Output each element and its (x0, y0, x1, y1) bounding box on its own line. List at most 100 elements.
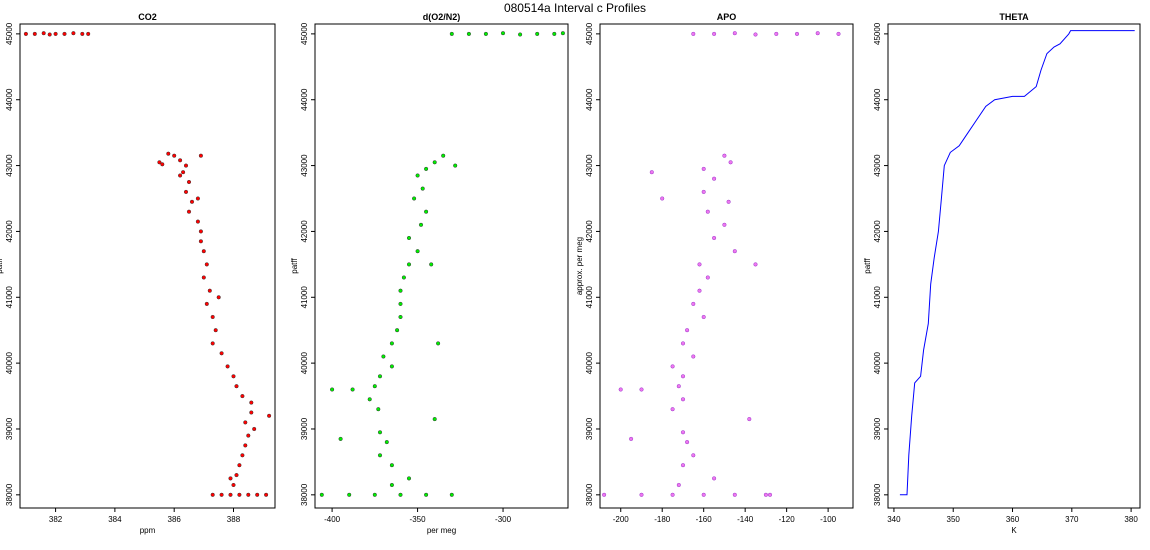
y-tick-label: 42000 (873, 220, 882, 243)
y-tick-label: 42000 (300, 220, 309, 243)
data-point (240, 453, 245, 458)
data-point (697, 288, 702, 293)
data-point (32, 31, 37, 36)
data-point (466, 31, 471, 36)
y-tick-label: 43000 (873, 154, 882, 177)
data-point (680, 430, 686, 435)
data-point (691, 354, 696, 359)
y-tick-label: 38000 (300, 483, 309, 506)
series-line (899, 30, 1135, 496)
data-point (172, 153, 177, 158)
data-point (774, 31, 779, 36)
x-tick-label: -160 (696, 515, 713, 524)
data-point (210, 341, 215, 346)
plot-frame (599, 23, 854, 509)
data-point (201, 275, 206, 280)
y-axis-label: patff (863, 258, 872, 274)
y-tick-label: 44000 (5, 88, 14, 111)
data-point (201, 249, 206, 254)
data-point (246, 492, 251, 497)
y-tick-label: 38000 (873, 483, 882, 506)
data-point (377, 374, 383, 379)
y-tick-label: 39000 (5, 417, 14, 440)
data-point (732, 492, 737, 497)
data-point (602, 492, 607, 497)
data-point (350, 387, 355, 392)
data-point (389, 341, 394, 346)
data-point (377, 453, 383, 458)
y-tick-label: 41000 (585, 286, 594, 309)
y-tick-label: 38000 (5, 483, 14, 506)
data-point (763, 492, 768, 497)
data-point (267, 413, 272, 418)
data-point (237, 492, 242, 497)
y-tick-label: 45000 (5, 22, 14, 45)
data-point (186, 209, 192, 214)
data-point (732, 249, 737, 254)
x-tick-label: -400 (324, 515, 341, 524)
data-point (252, 426, 257, 432)
plot-frame (19, 23, 276, 509)
y-tick-label: 40000 (5, 351, 14, 374)
data-point (747, 417, 752, 422)
data-point (420, 186, 425, 191)
y-tick-label: 39000 (873, 417, 882, 440)
data-point (649, 170, 654, 175)
data-point (680, 374, 686, 379)
y-tick-label: 43000 (5, 154, 14, 177)
y-tick-label: 41000 (5, 286, 14, 309)
x-tick-label: -140 (737, 515, 754, 524)
data-point (660, 196, 665, 201)
data-point (449, 31, 454, 36)
data-point (86, 31, 91, 36)
data-point (406, 476, 412, 481)
data-point (680, 463, 686, 468)
data-point (389, 463, 394, 468)
data-point (722, 222, 727, 227)
data-point (398, 492, 403, 497)
data-point (243, 443, 248, 448)
data-point (178, 173, 183, 178)
data-point (712, 476, 717, 481)
data-point (701, 189, 706, 194)
data-point (836, 31, 841, 36)
data-point (398, 314, 403, 320)
data-point (639, 492, 644, 497)
data-point (441, 153, 446, 158)
data-point (753, 32, 758, 37)
x-axis-label: ppm (140, 526, 156, 535)
data-point (685, 328, 690, 333)
data-point (415, 173, 420, 178)
data-point (670, 364, 675, 369)
y-tick-label: 40000 (873, 351, 882, 374)
data-point (691, 453, 696, 458)
data-point (219, 492, 224, 497)
data-point (618, 387, 623, 392)
y-tick-label: 42000 (585, 220, 594, 243)
x-tick-label: 384 (108, 515, 122, 524)
data-point (415, 249, 420, 254)
data-point (237, 463, 242, 468)
data-point (691, 301, 696, 306)
data-point (518, 32, 523, 37)
data-point (183, 163, 189, 168)
figure-title: 080514a Interval c Profiles (504, 1, 646, 15)
data-point (181, 170, 186, 175)
data-point (160, 162, 165, 167)
data-point (500, 31, 506, 36)
y-tick-label: 40000 (585, 351, 594, 374)
panel-2: APO -200 -180 -160 -140 -120 -100 38000 39000 400… (575, 12, 854, 524)
data-point (189, 199, 195, 204)
data-point (432, 160, 437, 165)
data-point (228, 476, 233, 481)
x-axis-label: K (1011, 526, 1017, 535)
data-point (62, 31, 67, 36)
data-point (722, 153, 727, 158)
data-point (406, 262, 412, 267)
data-point (264, 492, 269, 497)
data-point (401, 275, 406, 280)
data-point (381, 354, 386, 359)
x-tick-label: 380 (1124, 515, 1138, 524)
data-point (219, 351, 224, 356)
